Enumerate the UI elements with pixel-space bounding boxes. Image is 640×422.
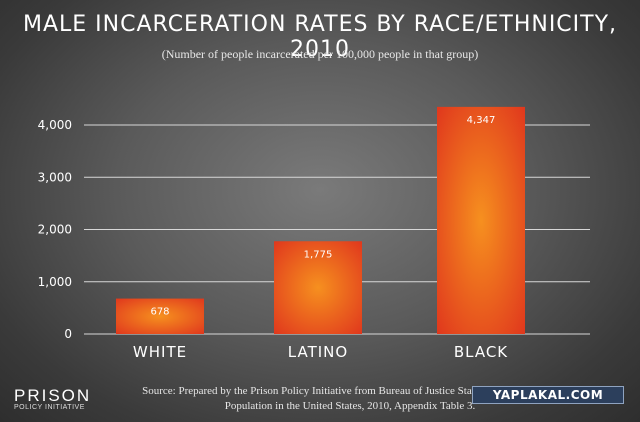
y-tick-label: 4,000 [38,118,72,132]
prison-policy-initiative-logo: PRISON POLICY INITIATIVE [14,386,91,411]
y-tick-label: 2,000 [38,223,72,237]
data-label: 4,347 [467,115,496,126]
x-axis-ticks: WHITE LATINO BLACK [133,343,508,361]
bars [116,106,525,334]
bar-black [437,106,525,334]
x-tick-label: WHITE [133,343,187,361]
bar-chart: 0 1,000 2,000 3,000 4,000 678 1,775 4,347 WHIT… [38,106,590,361]
x-tick-label: BLACK [454,343,508,361]
y-tick-label: 0 [64,327,72,341]
watermark: YAPLAKAL.COM [472,386,624,404]
chart-subtitle: (Number of people incarcerated per 100,0… [161,47,479,61]
logo-sub-text: POLICY INITIATIVE [14,404,85,411]
data-labels: 678 1,775 4,347 [150,115,495,318]
source-note: Source: Prepared by the Prison Policy In… [142,385,558,412]
y-tick-label: 1,000 [38,275,72,289]
chart-title: MALE INCARCERATION RATES BY RACE/ETHNICI… [22,12,618,62]
bar-latino [274,241,362,334]
x-tick-label: LATINO [288,343,348,361]
data-label: 1,775 [304,249,333,260]
y-tick-label: 3,000 [38,170,72,184]
bar-white [116,298,204,334]
data-label: 678 [150,307,169,318]
logo-main-text: PRISON [14,386,92,405]
y-axis-ticks: 0 1,000 2,000 3,000 4,000 [38,118,72,341]
